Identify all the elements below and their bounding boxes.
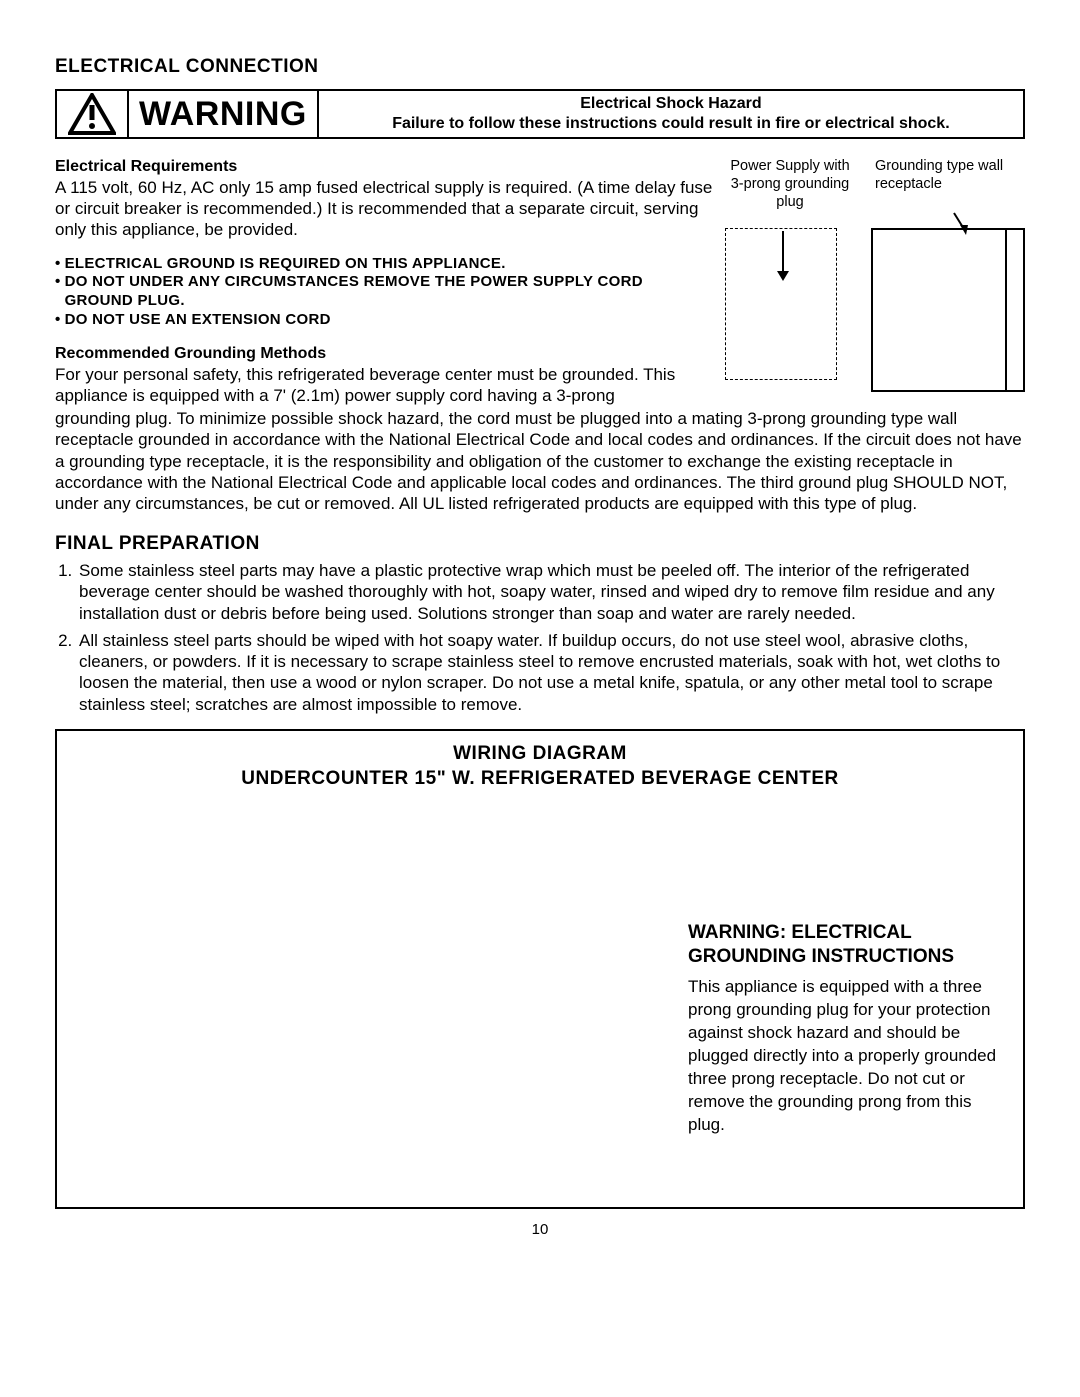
grounding-methods-body-part1: For your personal safety, this refrigera… [55,364,715,407]
bullet-no-extension-cord: •DO NOT USE AN EXTENSION CORD [55,311,715,330]
diagram-plug-box [725,228,837,380]
diagram-label-power-supply: Power Supply with 3-prong grounding plug [725,157,855,211]
final-preparation-list: Some stainless steel parts may have a pl… [55,560,1025,715]
warning-hazard-sub: Failure to follow these instructions cou… [325,114,1017,134]
electrical-bullets: •ELECTRICAL GROUND IS REQUIRED ON THIS A… [55,255,715,330]
warning-label: WARNING [139,93,307,136]
electrical-requirements-column: Electrical Requirements A 115 volt, 60 H… [55,157,725,406]
warning-text-cell: Electrical Shock Hazard Failure to follo… [319,91,1023,137]
page-number: 10 [55,1221,1025,1240]
grounding-methods-body-part2: grounding plug. To minimize possible sho… [55,408,1025,514]
electrical-requirements-body: A 115 volt, 60 Hz, AC only 15 amp fused … [55,177,715,241]
diagram-label-receptacle: Grounding type wall receptacle [875,157,1025,211]
diagram-receptacle-box [871,228,1025,392]
warning-label-cell: WARNING [129,91,319,137]
electrical-requirements-heading: Electrical Requirements [55,157,715,177]
warning-hazard-title: Electrical Shock Hazard [325,94,1017,114]
heading-final-preparation: FINAL PREPARATION [55,532,1025,556]
grounding-instructions-heading: WARNING: ELECTRICAL GROUNDING INSTRUCTIO… [688,921,1003,970]
bullet-no-remove-ground-plug: •DO NOT UNDER ANY CIRCUMSTANCES REMOVE T… [55,273,715,311]
wiring-diagram-frame: WIRING DIAGRAM UNDERCOUNTER 15" W. REFRI… [55,729,1025,1209]
heading-electrical-connection: ELECTRICAL CONNECTION [55,55,1025,79]
final-prep-item-1: Some stainless steel parts may have a pl… [77,560,1025,624]
wiring-diagram-title: WIRING DIAGRAM UNDERCOUNTER 15" W. REFRI… [71,741,1009,792]
warning-banner: WARNING Electrical Shock Hazard Failure … [55,89,1025,139]
bullet-ground-required: •ELECTRICAL GROUND IS REQUIRED ON THIS A… [55,255,715,274]
warning-icon-cell [57,91,129,137]
grounding-methods-heading: Recommended Grounding Methods [55,344,715,364]
grounding-instructions-block: WARNING: ELECTRICAL GROUNDING INSTRUCTIO… [688,921,1003,1137]
grounding-instructions-body: This appliance is equipped with a three … [688,976,1003,1137]
final-prep-item-2: All stainless steel parts should be wipe… [77,630,1025,715]
warning-triangle-icon [68,93,116,135]
plug-receptacle-diagram: Power Supply with 3-prong grounding plug… [725,157,1025,406]
